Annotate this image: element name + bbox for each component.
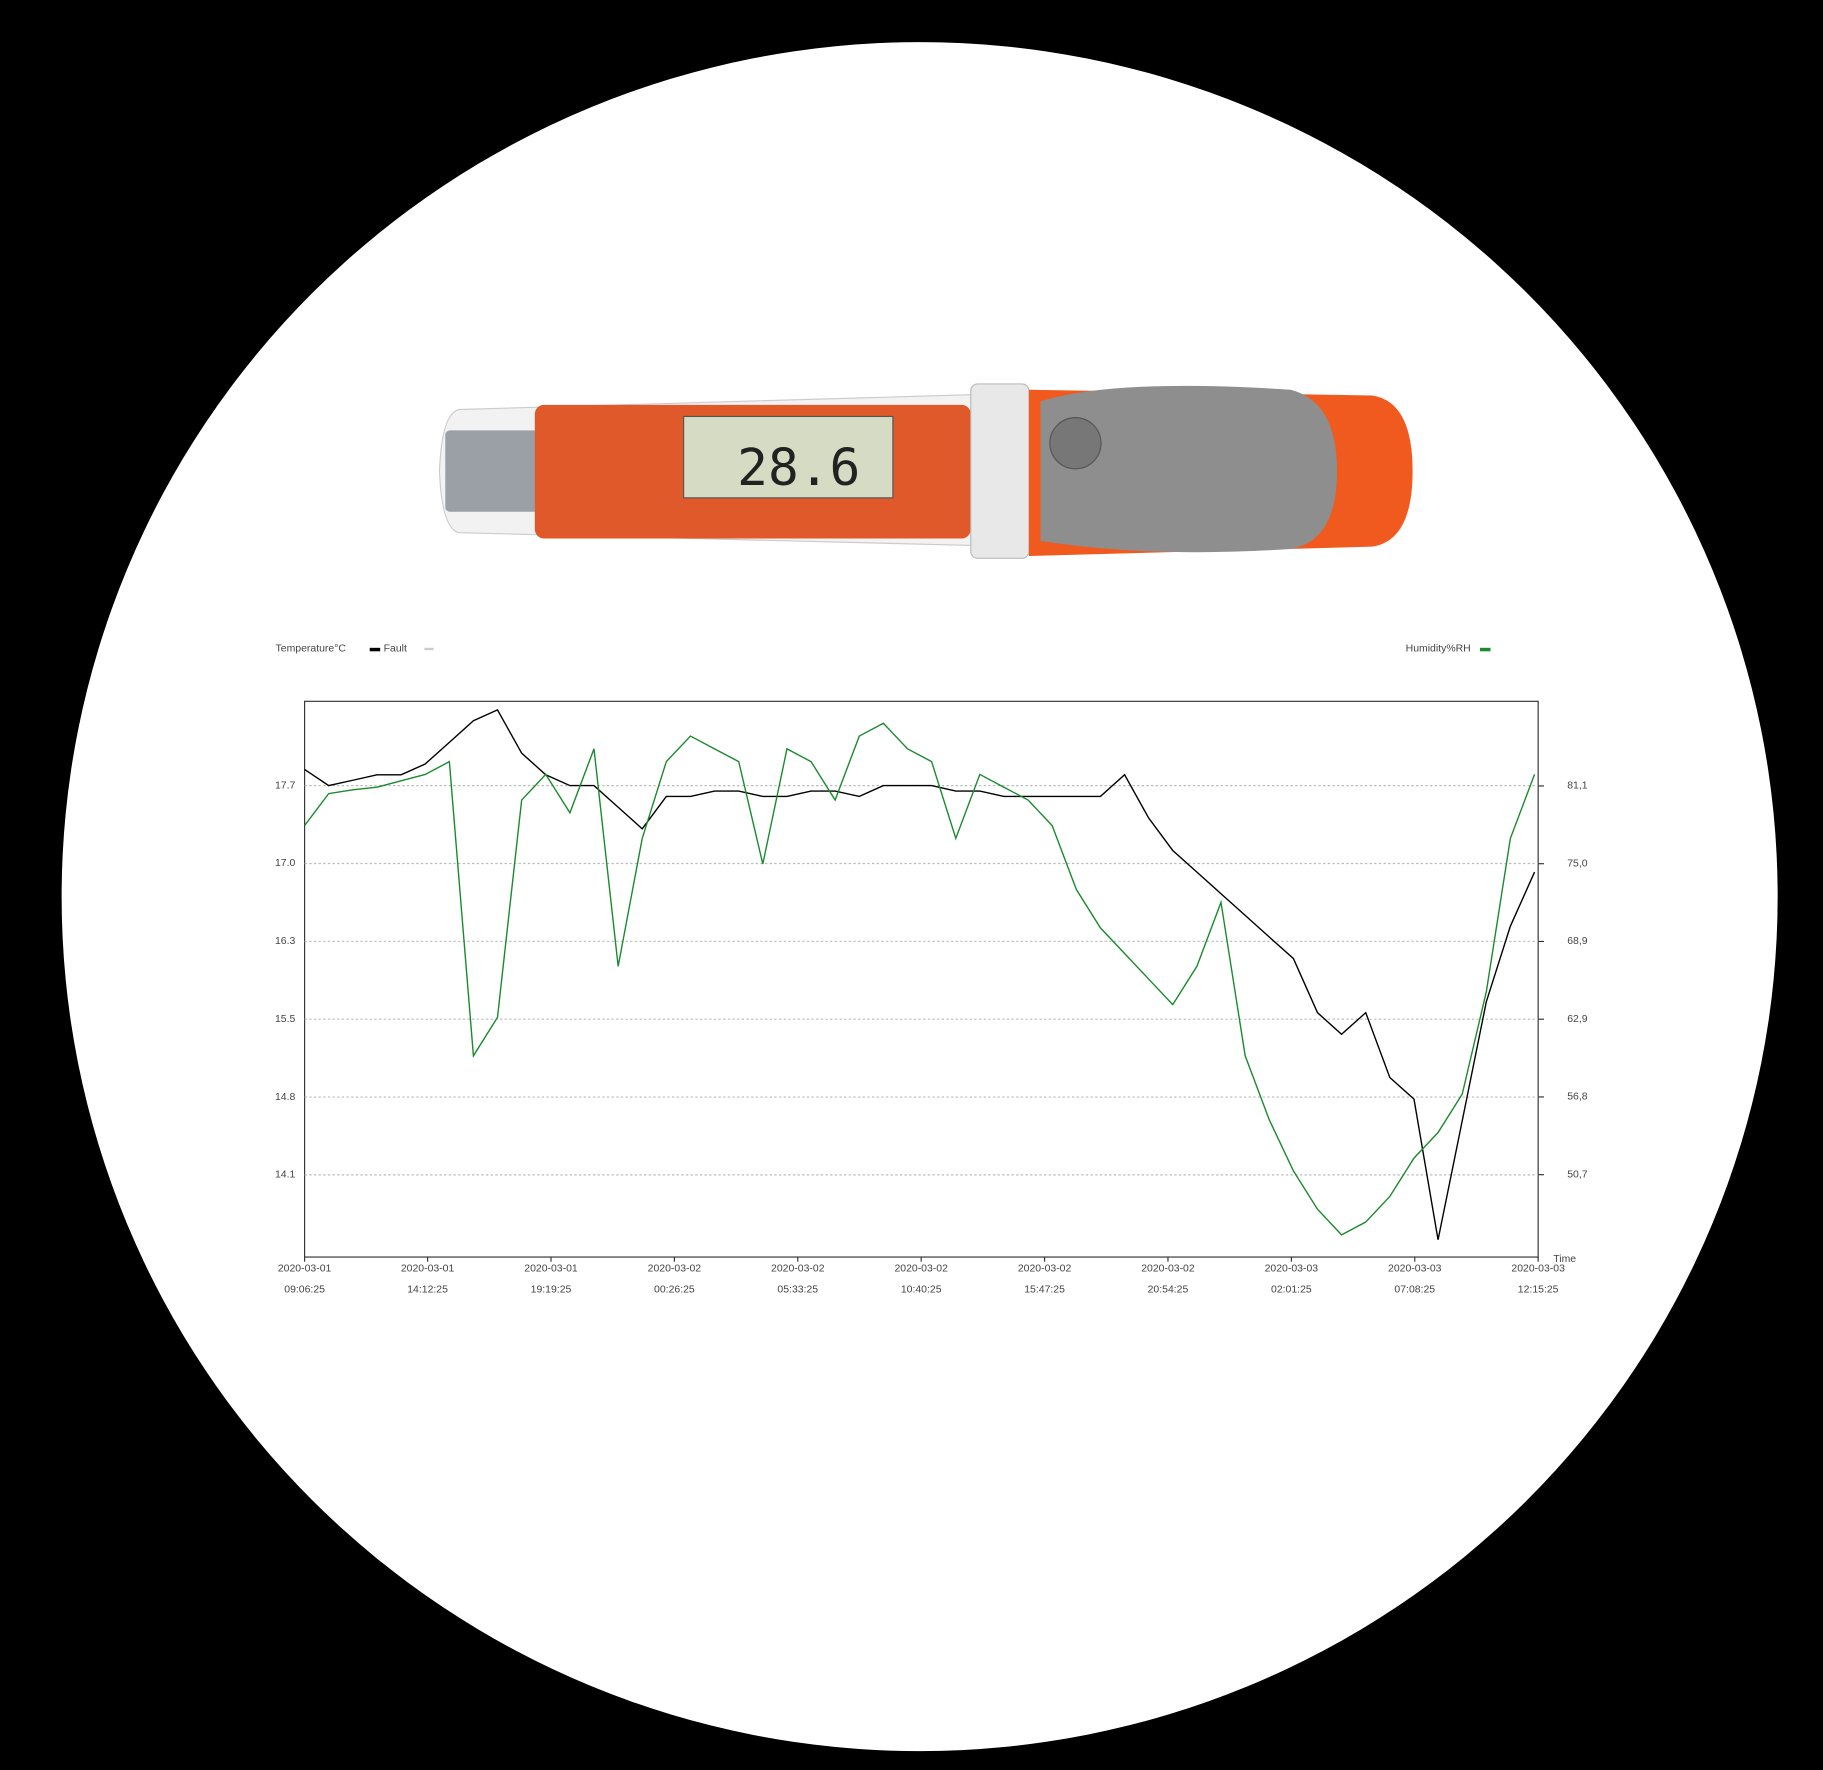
- lcd: [683, 415, 894, 499]
- y2-tick-label: 75,0: [1567, 858, 1588, 869]
- y-tick-label: 16.3: [275, 936, 296, 947]
- ring: [970, 383, 1030, 559]
- button: [1049, 417, 1102, 470]
- x-tick-label: 2020-03-01 19:19:25: [524, 1263, 578, 1295]
- data-logger: 28.6: [438, 383, 1413, 559]
- usb-plug: [445, 430, 539, 512]
- legend-swatch: [369, 647, 381, 652]
- grip-pad: [1040, 385, 1338, 553]
- x-tick-label: 2020-03-03 02:01:25: [1265, 1263, 1319, 1295]
- x-tick-label: 2020-03-03 12:15:25: [1511, 1263, 1565, 1295]
- white-circle: [61, 42, 1778, 1752]
- x-tick-label: 2020-03-02 00:26:25: [648, 1263, 702, 1295]
- y-tick-label: 14.8: [275, 1092, 296, 1103]
- legend-fault: Fault: [384, 644, 407, 655]
- x-tick-label: 2020-03-02 15:47:25: [1018, 1263, 1072, 1295]
- x-tick-label: 2020-03-01 14:12:25: [401, 1263, 455, 1295]
- y-tick-label: 14.1: [275, 1170, 296, 1181]
- chart: Temperature°C Fault Time 14.1 14.8 15.5 16.…: [275, 644, 1588, 1296]
- y2-tick-label: 81,1: [1567, 781, 1588, 792]
- x-axis-label: Time: [1553, 1254, 1576, 1265]
- y-tick-label: 17.7: [275, 780, 296, 791]
- x-tick-label: 2020-03-02 05:33:25: [771, 1263, 825, 1295]
- y2-tick-label: 50,7: [1567, 1169, 1588, 1180]
- series-line: [304, 722, 1536, 1236]
- y2-tick-label: 62,9: [1567, 1014, 1588, 1025]
- x-tick-label: 2020-03-03 07:08:25: [1388, 1263, 1442, 1295]
- y-tick-label: 17.0: [275, 858, 296, 869]
- legend-swatch: [1480, 647, 1491, 652]
- legend-humidity: Humidity%RH: [1406, 644, 1471, 655]
- y-tick-label: 15.5: [275, 1014, 296, 1025]
- x-tick-label: 2020-03-02 10:40:25: [894, 1263, 948, 1295]
- series-line: [304, 709, 1536, 1240]
- legend-temperature: Temperature°C: [276, 644, 347, 655]
- lcd-reading: 28.6: [737, 439, 860, 498]
- y2-tick-label: 68,9: [1567, 936, 1588, 947]
- x-tick-label: 2020-03-01 09:06:25: [278, 1263, 332, 1295]
- legend-fault-swatch: [424, 647, 434, 651]
- y2-tick-label: 56,8: [1567, 1092, 1588, 1103]
- x-tick-label: 2020-03-02 20:54:25: [1141, 1263, 1195, 1295]
